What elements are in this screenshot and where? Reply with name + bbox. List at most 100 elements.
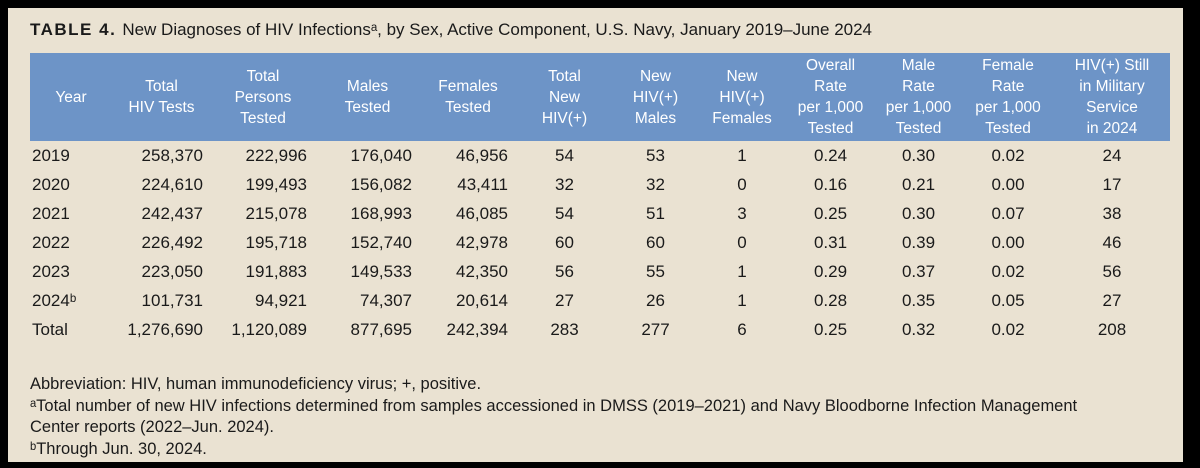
table-cell: 1,276,690	[127, 319, 203, 339]
table-cell: 2021	[32, 203, 70, 223]
table-header: Year Total HIV Tests Total Persons Tested M…	[30, 53, 1170, 141]
table-cell: 222,996	[245, 145, 307, 165]
table-cell: 0.29	[813, 261, 848, 281]
table-cell: 877,695	[350, 319, 412, 339]
table-cell: 152,740	[350, 232, 412, 252]
table-cell: 0.31	[813, 232, 848, 252]
table-cell: 0.25	[813, 319, 848, 339]
table-number: TABLE 4.	[30, 20, 117, 39]
table-cell: 0	[737, 232, 747, 252]
table-cell: 56	[555, 261, 574, 281]
table-cell: 156,082	[350, 174, 412, 194]
column-header-3: Males Tested	[315, 53, 420, 141]
table-title: TABLE 4. New Diagnoses of HIV Infectionsᵃ…	[30, 20, 1183, 40]
column-header-1: Total HIV Tests	[112, 53, 211, 141]
footnote-a: ᵃTotal number of new HIV infections dete…	[30, 396, 1078, 437]
table-cell: 176,040	[350, 145, 412, 165]
table-cell: 242,437	[141, 203, 203, 223]
table-row-Total: Total 1,276,690 1,120,089 877,695 242,394 283…	[30, 315, 1170, 344]
table-row-2022: 2022 226,492 195,718 152,740 42,978 60 60 0 0.31…	[30, 228, 1170, 257]
table-cell: 20,614	[456, 290, 508, 310]
table-figure: TABLE 4. New Diagnoses of HIV Infectionsᵃ…	[8, 8, 1183, 462]
table-cell: 208	[1097, 319, 1127, 339]
footnote-b: ᵇThrough Jun. 30, 2024.	[30, 439, 207, 458]
table-cell: 1,120,089	[231, 319, 307, 339]
table-cell: 3	[737, 203, 747, 223]
table-cell: 0.28	[813, 290, 848, 310]
table-cell: 94,921	[255, 290, 307, 310]
column-header-6: New HIV(+) Males	[613, 53, 698, 141]
table-cell: 54	[555, 203, 574, 223]
table-cell: 2024ᵇ	[32, 290, 77, 310]
table-cell: 0.00	[991, 174, 1025, 194]
table-cell: 2022	[32, 232, 70, 252]
table-cell: 0.39	[901, 232, 936, 252]
table-cell: 46,085	[456, 203, 508, 223]
table-cell: 38	[1102, 203, 1122, 223]
table-body: 2019 258,370 222,996 176,040 46,956 54 53 1 0.24…	[30, 141, 1170, 344]
table-cell: 224,610	[141, 174, 203, 194]
table-cell: 54	[555, 145, 574, 165]
column-header-0: Year	[30, 53, 112, 141]
table-cell: 46	[1102, 232, 1122, 252]
table-header-row: Year Total HIV Tests Total Persons Tested M…	[30, 53, 1170, 141]
table-cell: 51	[646, 203, 665, 223]
table-cell: 0.02	[991, 145, 1025, 165]
table-cell: 17	[1102, 174, 1122, 194]
table-cell: 0.21	[901, 174, 936, 194]
table-cell: 191,883	[245, 261, 307, 281]
table-cell: 60	[555, 232, 574, 252]
table-cell: 0.30	[901, 145, 936, 165]
table-row-2021: 2021 242,437 215,078 168,993 46,085 54 51 3 0.25…	[30, 199, 1170, 228]
table-cell: 0.25	[813, 203, 848, 223]
table-cell: 0.30	[901, 203, 936, 223]
table-cell: 24	[1102, 145, 1122, 165]
table-cell: 27	[1102, 290, 1122, 310]
table-cell: 149,533	[350, 261, 412, 281]
table-cell: 168,993	[350, 203, 412, 223]
table-cell: 0.05	[991, 290, 1025, 310]
table-cell: 43,411	[457, 174, 508, 194]
table-cell: 1	[737, 261, 747, 281]
footnotes: Abbreviation: HIV, human immunodeficienc…	[30, 374, 1115, 460]
table-cell: 0.02	[991, 261, 1025, 281]
footnote-abbreviation: Abbreviation: HIV, human immunodeficienc…	[30, 375, 482, 393]
table-cell: 42,978	[456, 232, 508, 252]
column-header-11: HIV(+) Still in Military Service in 2024	[1054, 53, 1170, 141]
table-cell: 1	[737, 145, 747, 165]
table-cell: 32	[555, 174, 574, 194]
table-cell: 0.35	[901, 290, 936, 310]
table-cell: 195,718	[245, 232, 307, 252]
table-cell: 27	[555, 290, 574, 310]
table-cell: 74,307	[360, 290, 412, 310]
table-cell: 0.24	[813, 145, 848, 165]
table-caption: New Diagnoses of HIV Infectionsᵃ, by Sex…	[122, 20, 873, 39]
table-cell: 56	[1102, 261, 1122, 281]
table-cell: 0	[737, 174, 747, 194]
table-cell: 26	[646, 290, 665, 310]
table-cell: 55	[646, 261, 665, 281]
table-cell: 101,731	[141, 290, 203, 310]
table-cell: 0.16	[813, 174, 848, 194]
table-cell: 283	[550, 319, 579, 339]
table-cell: 53	[646, 145, 665, 165]
table-cell: 223,050	[141, 261, 203, 281]
data-table: Year Total HIV Tests Total Persons Tested M…	[30, 53, 1170, 344]
table-cell: 2023	[32, 261, 70, 281]
table-cell: 0.00	[991, 232, 1025, 252]
table-cell: 226,492	[141, 232, 203, 252]
table-cell: Total	[32, 319, 68, 339]
table-cell: 242,394	[446, 319, 508, 339]
table-row-2023: 2023 223,050 191,883 149,533 42,350 56 55 1 0.29…	[30, 257, 1170, 286]
table-cell: 0.07	[991, 203, 1025, 223]
table-cell: 1	[737, 290, 747, 310]
column-header-9: Male Rate per 1,000 Tested	[875, 53, 962, 141]
table-cell: 32	[646, 174, 665, 194]
column-header-4: Females Tested	[420, 53, 516, 141]
table-row-2024: 2024ᵇ 101,731 94,921 74,307 20,614 27 26 1 0.28 0…	[30, 286, 1170, 315]
column-header-7: New HIV(+) Females	[698, 53, 786, 141]
table-cell: 0.02	[991, 319, 1025, 339]
table-cell: 0.37	[901, 261, 936, 281]
table-row-2019: 2019 258,370 222,996 176,040 46,956 54 53 1 0.24…	[30, 141, 1170, 170]
